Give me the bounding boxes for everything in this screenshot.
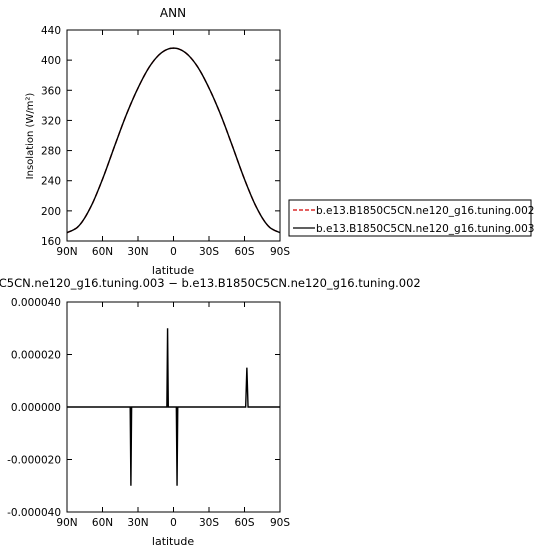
bottom-chart-title: b.e13.B1850C5CN.ne120_g16.tuning.003 − b… [0, 276, 421, 290]
legend-box [288, 199, 532, 237]
top-chart-y-tick-label: 400 [41, 55, 61, 67]
bottom-chart-x-tick-label: 60N [92, 517, 113, 529]
top-chart-y-tick-label: 440 [41, 25, 61, 37]
top-chart-y-tick-label: 320 [41, 115, 61, 127]
bottom-chart-axes: 90N 60N 30N 0 30S 60S 90S 0.000040 0.000020 0.000… [7, 297, 290, 529]
top-chart-title: ANN [160, 6, 186, 20]
top-chart-axes: 90N 60N 30N 0 30S 60S 90S 160 200 240 280 320 360 400… [41, 25, 290, 258]
top-chart-y-tick-label: 160 [41, 236, 61, 248]
top-chart-xlabel: latitude [152, 264, 194, 277]
bottom-chart-series [67, 328, 280, 486]
legend: b.e13.B1850C5CN.ne120_g16.tuning.002 b.e… [288, 199, 534, 237]
bottom-chart-y-tick-label: 0.000020 [11, 350, 61, 362]
top-chart-series [66, 47, 281, 234]
bottom-chart-y-tick-label: -0.000040 [7, 507, 61, 519]
top-chart-ylabel: Insolation (W/m²) [25, 93, 36, 180]
bottom-chart-x-tick-label: 0 [170, 517, 177, 529]
top-chart-x-tick-label: 0 [170, 246, 177, 258]
bottom-chart-x-tick-label: 60S [234, 517, 254, 529]
bottom-chart-y-tick-label: -0.000020 [7, 455, 61, 467]
top-chart-x-tick-label: 30S [199, 246, 219, 258]
top-chart-y-tick-label: 240 [41, 176, 61, 188]
legend-label-series-1: b.e13.B1850C5CN.ne120_g16.tuning.002 [316, 205, 534, 217]
top-chart-y-tick-label: 360 [41, 85, 61, 97]
bottom-chart-y-tick-label: 0.000040 [11, 297, 61, 309]
bottom-chart-frame [66, 301, 281, 513]
bottom-chart-x-tick-label: 30N [127, 517, 148, 529]
top-chart-x-tick-label: 60S [234, 246, 254, 258]
top-chart-y-tick-label: 280 [41, 146, 61, 158]
bottom-chart-x-tick-label: 30S [199, 517, 219, 529]
top-chart-y-tick-label: 200 [41, 206, 61, 218]
bottom-chart-series-line-1 [67, 328, 280, 486]
top-chart-series-line-1 [66, 47, 281, 234]
bottom-chart-y-tick-label: 0.000000 [11, 402, 61, 414]
top-chart-frame [66, 29, 281, 242]
top-chart-x-tick-label: 60N [92, 246, 113, 258]
top-chart-x-tick-label: 90N [56, 246, 77, 258]
bottom-chart-x-tick-label: 90S [270, 517, 290, 529]
bottom-chart-xlabel: latitude [152, 535, 194, 548]
top-chart-series-line-2 [66, 47, 281, 234]
bottom-chart-x-tick-label: 90N [56, 517, 77, 529]
top-chart-x-tick-label: 90S [270, 246, 290, 258]
legend-label-series-2: b.e13.B1850C5CN.ne120_g16.tuning.003 [316, 223, 534, 235]
top-chart-x-tick-label: 30N [127, 246, 148, 258]
